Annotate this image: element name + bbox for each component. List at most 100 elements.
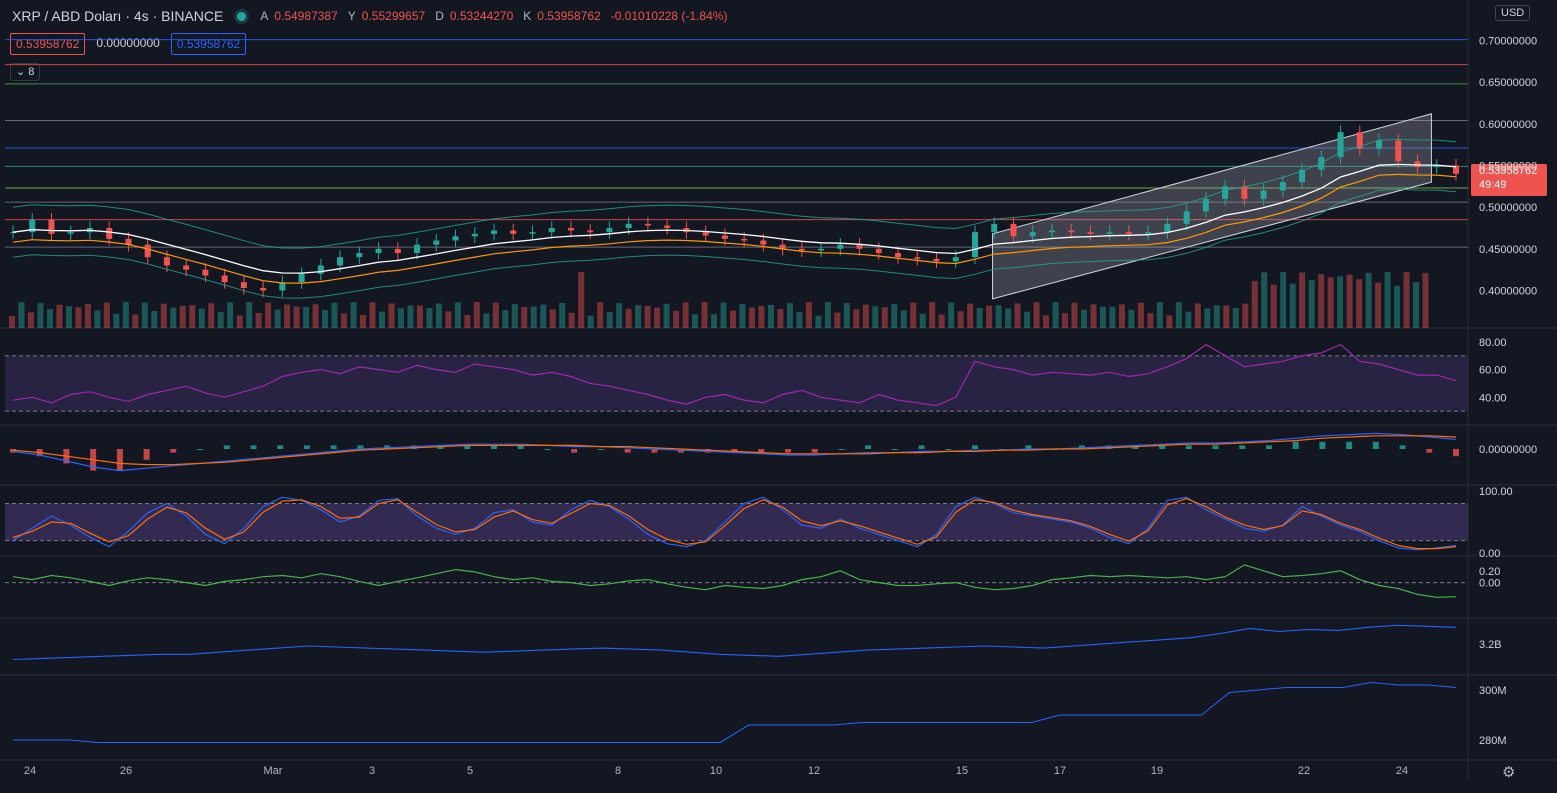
volume-bar: [1299, 272, 1306, 328]
rsi-axis-label: 80.00: [1479, 337, 1507, 349]
candle-body: [837, 244, 844, 249]
volume-bar: [559, 302, 566, 328]
candle-body: [1164, 223, 1171, 233]
volume-bar: [834, 312, 841, 328]
macd-histogram-bar: [758, 449, 765, 453]
volume-bar: [1175, 302, 1182, 328]
candle-body: [452, 236, 459, 241]
volume-bar: [1043, 315, 1050, 328]
volume-bar: [786, 303, 793, 328]
volume-bar: [122, 302, 129, 328]
volume-bar: [1375, 282, 1382, 328]
volume-bar: [227, 302, 234, 328]
candle-body: [587, 230, 594, 233]
currency-button[interactable]: USD: [1495, 5, 1531, 21]
volume-bar: [1090, 304, 1097, 328]
volume-bar: [530, 306, 537, 328]
price-axis-label: 0.55000000: [1479, 161, 1537, 173]
volume-bar: [692, 314, 699, 328]
volume-bar: [900, 310, 907, 328]
candle-body: [375, 248, 382, 253]
candle-body: [798, 248, 805, 251]
macd-histogram-bar: [464, 445, 471, 449]
candle-body: [1299, 169, 1306, 183]
candle-body: [260, 288, 267, 291]
volume-bar: [1033, 302, 1040, 328]
macd-histogram-bar: [250, 445, 257, 449]
price-axis-label: 0.45000000: [1479, 244, 1537, 256]
candle-body: [702, 232, 709, 236]
volume-bar: [1062, 313, 1069, 328]
oscillator-line: [12, 564, 1457, 598]
time-axis-label: 24: [24, 765, 36, 777]
macd-histogram-bar: [1426, 449, 1433, 453]
macd-histogram-bar: [357, 445, 364, 449]
volume-bar: [1213, 305, 1220, 328]
volume-bar: [483, 313, 490, 328]
symbol-title[interactable]: XRP / ABD Doları · 4s · BINANCE: [12, 8, 224, 24]
bollinger-upper: [12, 138, 1457, 249]
candle-body: [510, 230, 517, 234]
volume-bar: [179, 305, 186, 328]
volume-bar: [872, 306, 879, 328]
candle-body: [721, 235, 728, 239]
volume-bar: [265, 302, 272, 328]
volume-bar: [748, 307, 755, 328]
volume-bar: [1413, 282, 1420, 328]
sell-price-box[interactable]: 0.53958762: [10, 33, 86, 55]
close-value: 0.53958762: [537, 9, 601, 23]
volume-bar: [1337, 276, 1344, 328]
buy-price-box[interactable]: 0.53958762: [170, 33, 247, 55]
macd-histogram-bar: [624, 449, 631, 453]
macd-histogram-bar: [597, 449, 604, 450]
candle-body: [1010, 223, 1017, 237]
candle-body: [240, 282, 247, 288]
macd-histogram-bar: [784, 449, 791, 453]
macd-histogram-bar: [1453, 449, 1459, 457]
volume-bar: [1185, 311, 1192, 328]
candle-body: [1183, 211, 1190, 224]
candle-body: [1145, 232, 1152, 234]
volume-bar: [938, 314, 945, 328]
candle-body: [202, 269, 209, 276]
candle-body: [779, 244, 786, 249]
gear-icon[interactable]: ⚙: [1502, 764, 1516, 781]
last-price-tag: 0.53958762 49:49: [1471, 164, 1547, 196]
candle-body: [491, 230, 497, 234]
candle-body: [1087, 232, 1094, 234]
volume-bar: [492, 302, 499, 328]
candle-body: [567, 228, 574, 231]
volume-bar: [322, 309, 329, 328]
price-axis-label: 0.65000000: [1479, 77, 1537, 89]
volume-bar: [729, 310, 736, 328]
macd-histogram-bar: [197, 449, 204, 450]
rsi-line: [12, 343, 1457, 407]
volume-bar: [682, 302, 689, 328]
time-axis-label: 3: [369, 765, 375, 777]
candle-body: [760, 240, 767, 245]
candle-body: [125, 238, 132, 245]
volume-bar: [862, 304, 869, 328]
volume-bar: [910, 302, 917, 328]
time-axis-label: 17: [1054, 765, 1066, 777]
macd-histogram-bar: [918, 445, 925, 449]
volume-bar: [132, 314, 139, 328]
time-axis-label: 22: [1298, 765, 1310, 777]
candle-body: [644, 223, 651, 226]
volume-bar: [46, 309, 53, 328]
volume-bar: [1308, 280, 1315, 328]
time-axis-label: 12: [808, 765, 820, 777]
volume-bar: [1223, 305, 1230, 328]
candle-body: [394, 248, 401, 253]
volume-bar: [635, 305, 642, 328]
stoch-band: [5, 503, 1468, 541]
volume-bar: [853, 309, 860, 328]
candle-body: [991, 223, 998, 233]
candle-body: [221, 275, 228, 283]
volume-bar: [1005, 308, 1012, 328]
volume-bar: [511, 304, 518, 328]
indicator-toggle-button[interactable]: ⌄ 8: [10, 63, 41, 81]
macd-axis-label: 0.00000000: [1479, 444, 1537, 456]
volume-bar: [663, 303, 670, 328]
